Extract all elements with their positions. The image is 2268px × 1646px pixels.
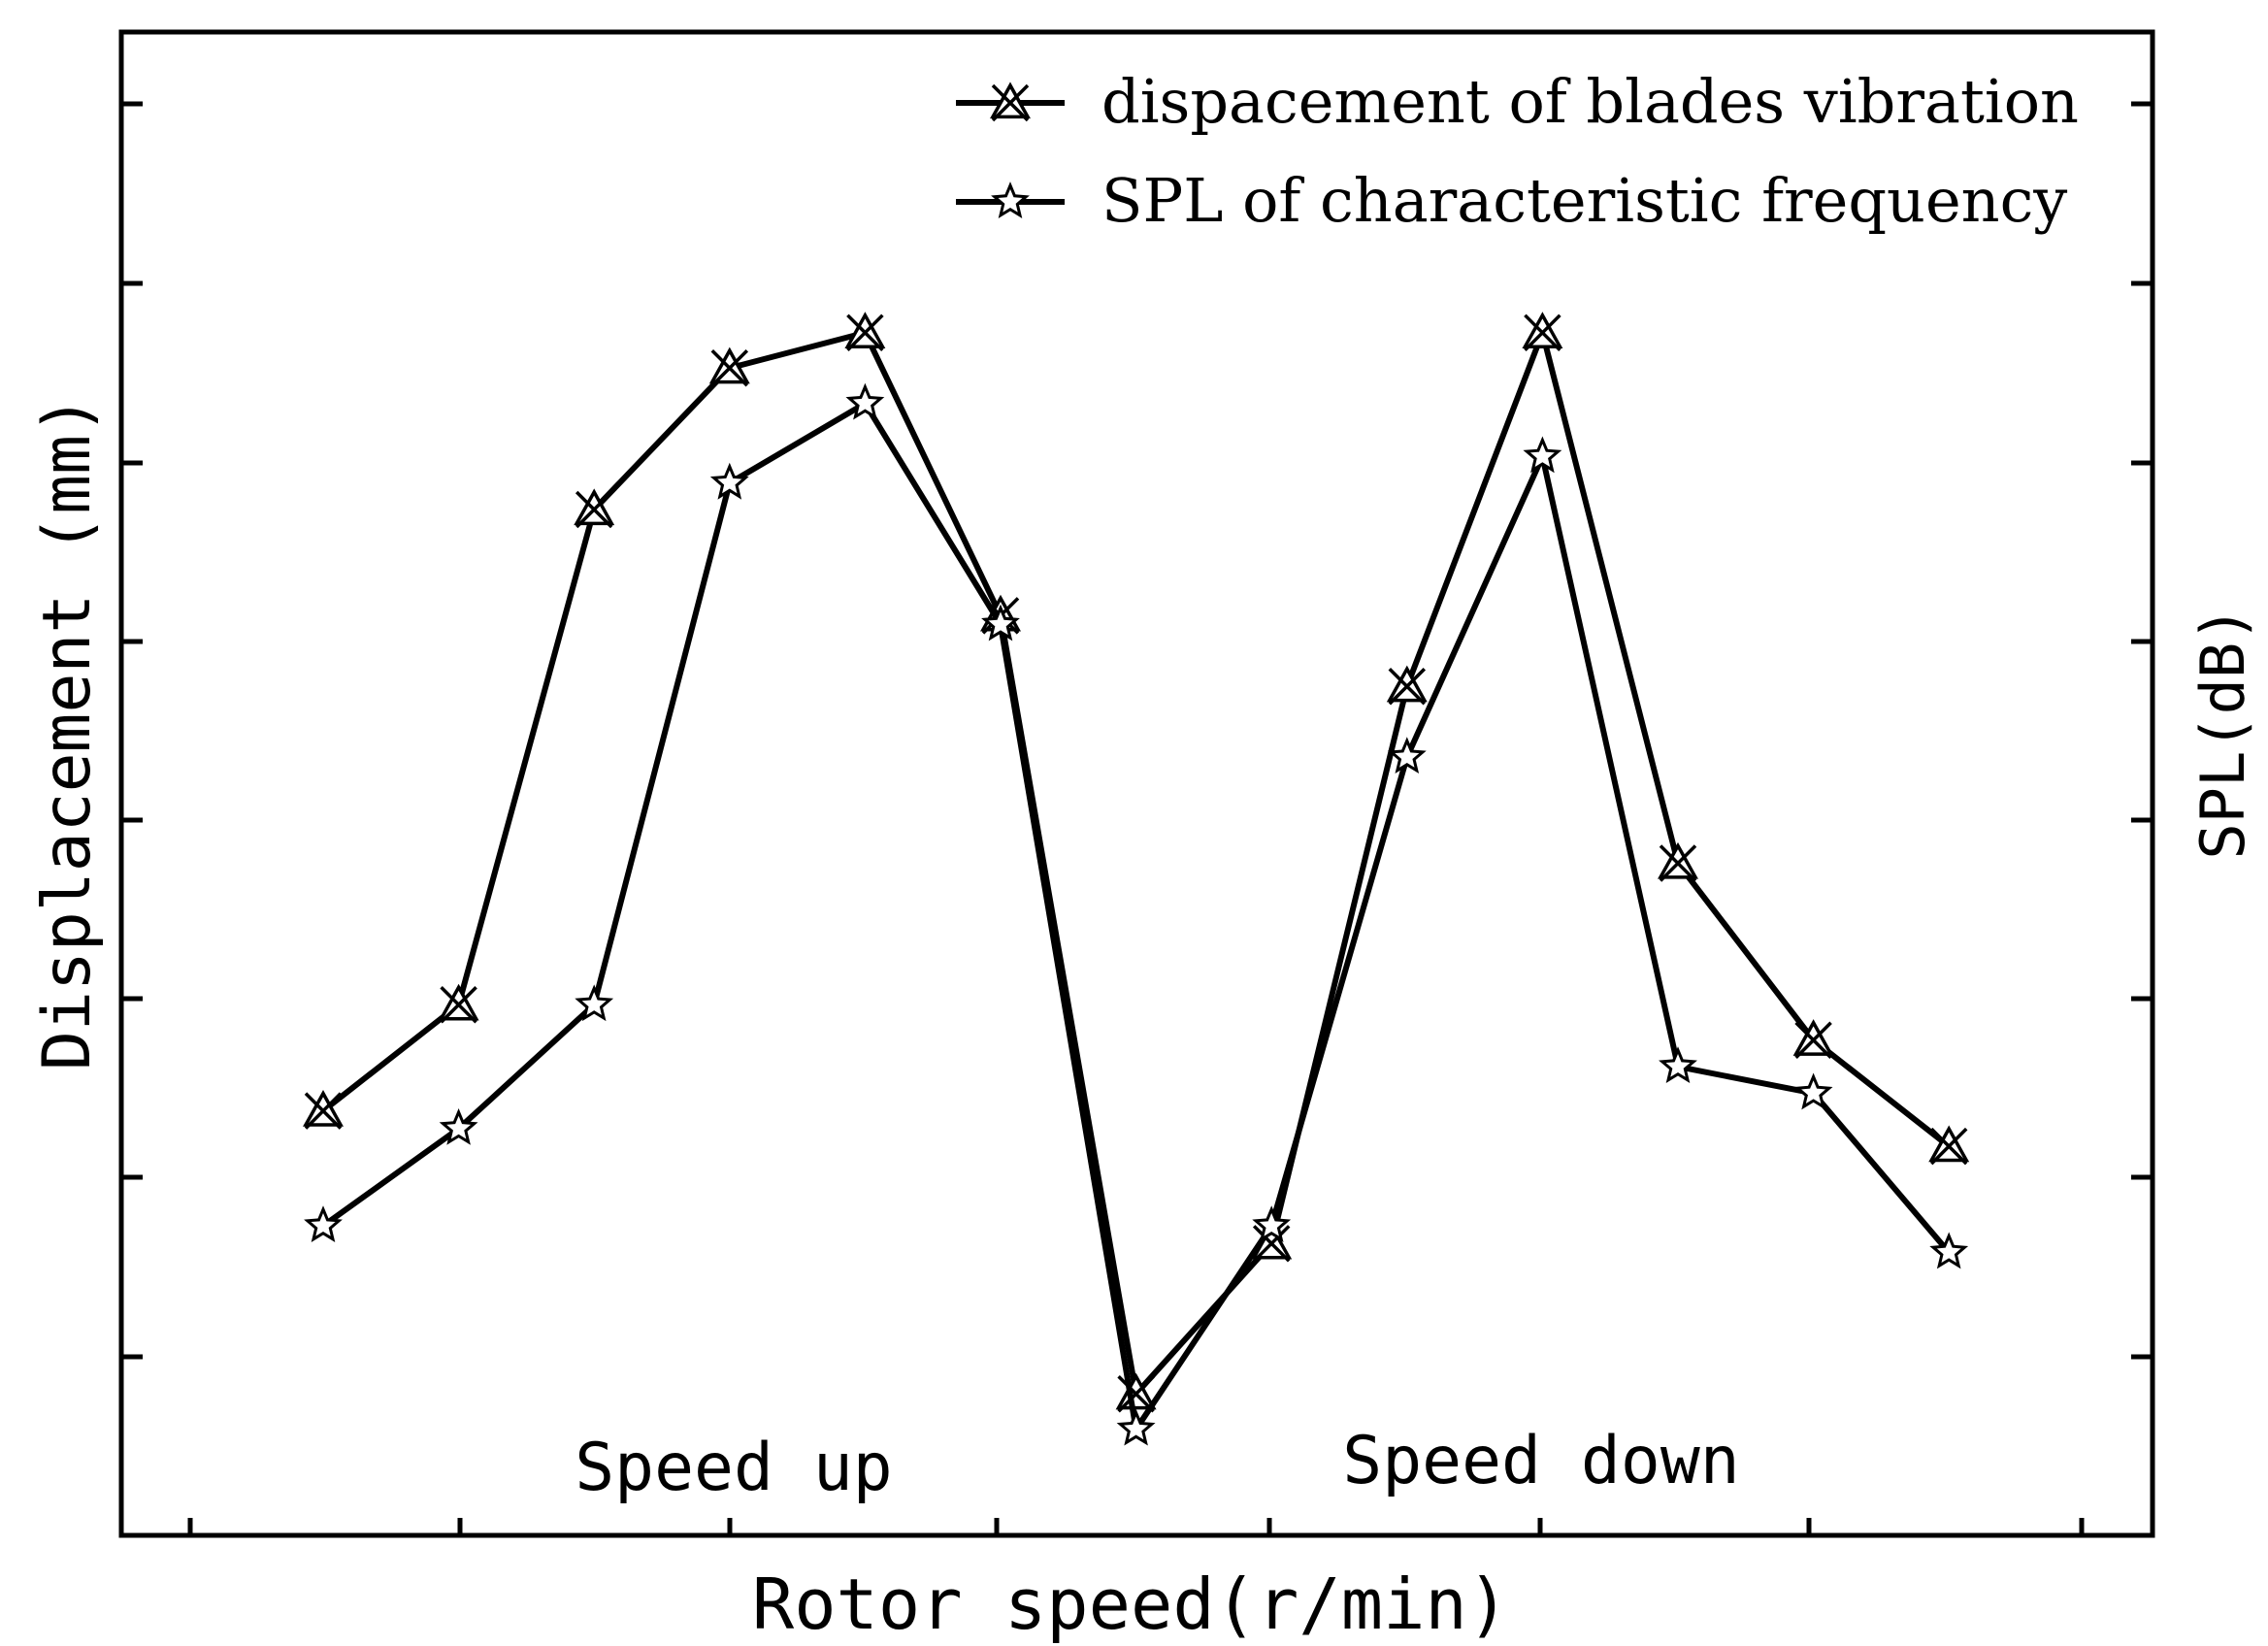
legend-marker-crossed-triangle	[990, 82, 1031, 122]
legend: dispacement of blades vibration SPL of c…	[956, 66, 2079, 236]
data-point-spl-7	[1252, 1205, 1292, 1242]
data-point-spl-6	[1116, 1408, 1156, 1446]
data-point-displacement-12	[1928, 1125, 1970, 1166]
legend-item-spl: SPL of characteristic frequency	[956, 165, 2067, 236]
data-point-spl-1	[439, 1108, 478, 1145]
data-point-spl-10	[1659, 1046, 1697, 1083]
series-spl	[304, 382, 1969, 1446]
data-point-spl-8	[1387, 737, 1427, 774]
legend-marker-star	[991, 181, 1030, 218]
axis-ticks	[121, 101, 2153, 1535]
data-point-spl-3	[709, 462, 749, 500]
data-point-displacement-0	[303, 1090, 344, 1130]
data-point-displacement-3	[708, 346, 750, 387]
data-point-spl-5	[981, 604, 1020, 642]
y-axis-label-left: Displacement (mm)	[29, 395, 106, 1070]
data-point-displacement-2	[574, 488, 615, 529]
legend-label-spl: SPL of characteristic frequency	[1101, 165, 2067, 236]
data-point-displacement-9	[1522, 312, 1563, 352]
series-displacement	[303, 312, 1970, 1413]
legend-marker-glyph-0	[990, 82, 1031, 122]
data-point-displacement-6	[1115, 1372, 1157, 1413]
data-point-spl-9	[1523, 436, 1562, 474]
data-point-displacement-8	[1386, 665, 1428, 706]
x-axis-label: Rotor speed(r/min)	[752, 1564, 1509, 1645]
annotation-speed-up: Speed up	[575, 1430, 893, 1506]
data-point-spl-0	[304, 1205, 343, 1242]
series-layer	[303, 312, 1970, 1446]
data-point-spl-12	[1929, 1232, 1969, 1269]
data-point-spl-2	[575, 984, 614, 1022]
annotation-speed-down: Speed down	[1342, 1423, 1739, 1499]
legend-marker-glyph-1	[991, 181, 1030, 218]
data-point-spl-11	[1793, 1072, 1833, 1110]
data-point-spl-4	[845, 382, 885, 420]
data-point-displacement-4	[844, 312, 886, 352]
data-point-displacement-10	[1658, 841, 1698, 882]
y-axis-label-right: SPL(dB)	[2187, 606, 2258, 859]
legend-item-displacement: dispacement of blades vibration	[956, 66, 2079, 137]
plot-frame	[118, 29, 2155, 1538]
data-point-displacement-1	[438, 983, 479, 1024]
data-point-displacement-11	[1792, 1019, 1834, 1059]
legend-label-displacement: dispacement of blades vibration	[1101, 66, 2079, 137]
